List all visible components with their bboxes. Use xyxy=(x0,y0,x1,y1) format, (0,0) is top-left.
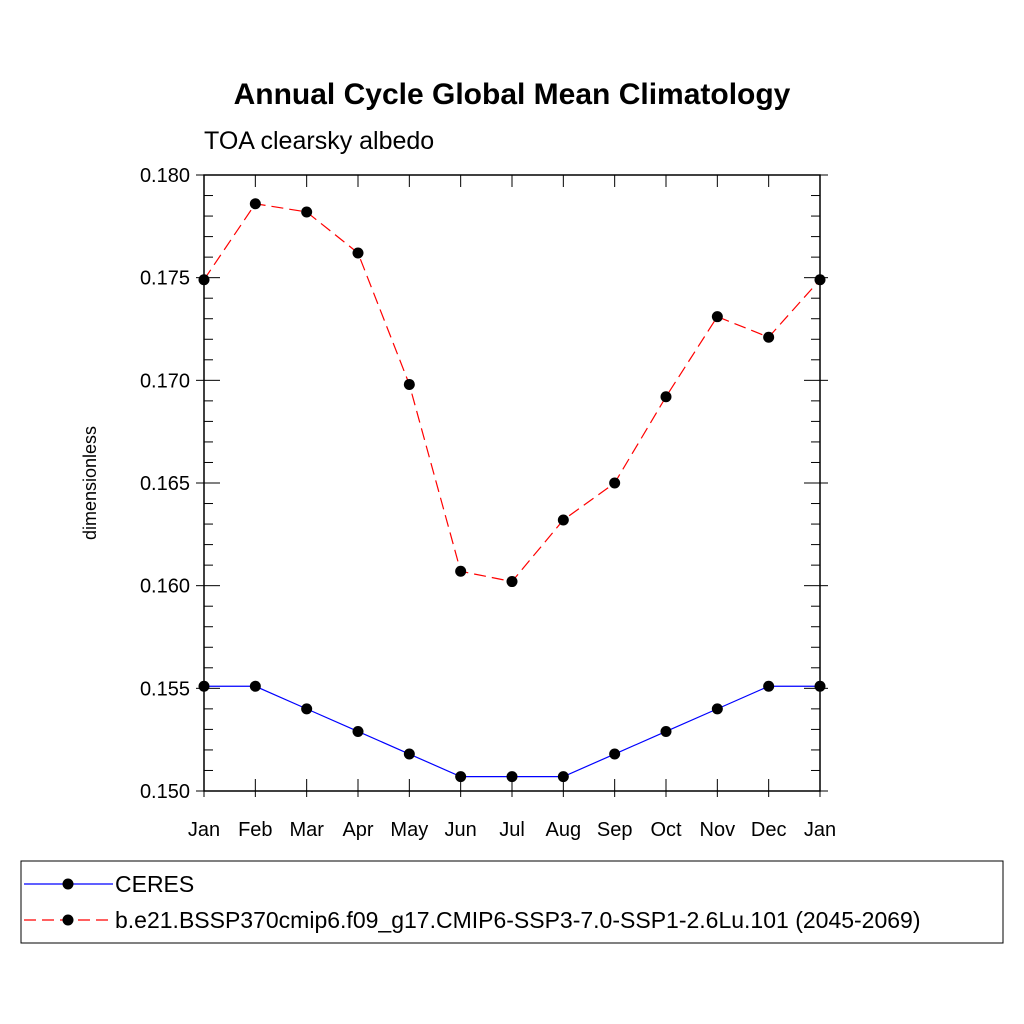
legend-marker xyxy=(62,914,74,926)
y-tick-label: 0.180 xyxy=(140,165,190,187)
x-tick-label: Aug xyxy=(546,819,582,841)
chart-title: Annual Cycle Global Mean Climatology xyxy=(234,78,791,111)
y-tick-labels: 0.150 0.155 0.160 0.165 0.170 0.175 0.180 xyxy=(140,165,190,803)
series-line-model xyxy=(203,203,821,583)
data-point xyxy=(506,771,518,783)
data-point xyxy=(403,378,415,390)
x-tick-label: Jul xyxy=(499,819,525,841)
data-point xyxy=(557,514,569,526)
data-point xyxy=(455,565,467,577)
x-tick-label: Jan xyxy=(188,819,220,841)
chart-subtitle: TOA clearsky albedo xyxy=(204,127,434,155)
data-point xyxy=(198,680,210,692)
data-point xyxy=(198,274,210,286)
x-tick-label: Feb xyxy=(238,819,272,841)
data-point xyxy=(711,311,723,323)
data-point xyxy=(352,247,364,259)
data-point xyxy=(814,680,826,692)
data-point xyxy=(763,680,775,692)
series-line-ceres xyxy=(204,685,820,778)
x-tick-label: Jun xyxy=(445,819,477,841)
x-tick-label: Jan xyxy=(804,819,836,841)
y-tick-label: 0.160 xyxy=(140,576,190,598)
x-tick-label: Oct xyxy=(650,819,682,841)
data-point xyxy=(609,748,621,760)
data-point xyxy=(301,703,313,715)
data-point xyxy=(763,331,775,343)
x-tick-label: May xyxy=(390,819,428,841)
legend-label: b.e21.BSSP370cmip6.f09_g17.CMIP6-SSP3-7.… xyxy=(115,907,921,933)
legend-label: CERES xyxy=(115,871,194,897)
data-point xyxy=(455,771,467,783)
y-tick-label: 0.155 xyxy=(140,678,190,700)
data-point xyxy=(814,274,826,286)
x-tick-labels: Jan Feb Mar Apr May Jun Jul Aug Sep Oct Nov Dec Jan xyxy=(188,819,836,841)
legend-entries: CERES b.e21.BSSP370cmip6.f09_g17.CMIP6-SS… xyxy=(24,871,921,933)
data-point xyxy=(249,680,261,692)
data-point xyxy=(660,725,672,737)
y-axis-label: dimensionless xyxy=(80,426,100,540)
y-tick-label: 0.175 xyxy=(140,268,190,290)
data-point xyxy=(660,391,672,403)
series-layer xyxy=(198,198,826,783)
data-point xyxy=(557,771,569,783)
legend-box xyxy=(20,860,1004,944)
legend-marker xyxy=(62,878,74,890)
data-point xyxy=(403,748,415,760)
legend: CERES b.e21.BSSP370cmip6.f09_g17.CMIP6-SS… xyxy=(20,860,1004,944)
y-tick-label: 0.165 xyxy=(140,473,190,495)
x-tick-label: Sep xyxy=(597,819,633,841)
data-point xyxy=(506,576,518,588)
data-point xyxy=(249,198,261,210)
x-tick-label: Nov xyxy=(700,819,736,841)
y-tick-label: 0.170 xyxy=(140,370,190,392)
x-tick-label: Dec xyxy=(751,819,787,841)
data-point xyxy=(711,703,723,715)
x-tick-label: Mar xyxy=(289,819,324,841)
data-point xyxy=(301,206,313,218)
data-point xyxy=(609,477,621,489)
plot-frame xyxy=(203,174,821,792)
axis-ticks xyxy=(196,174,828,797)
data-point xyxy=(352,725,364,737)
x-tick-label: Apr xyxy=(342,819,373,841)
y-tick-label: 0.150 xyxy=(140,781,190,803)
